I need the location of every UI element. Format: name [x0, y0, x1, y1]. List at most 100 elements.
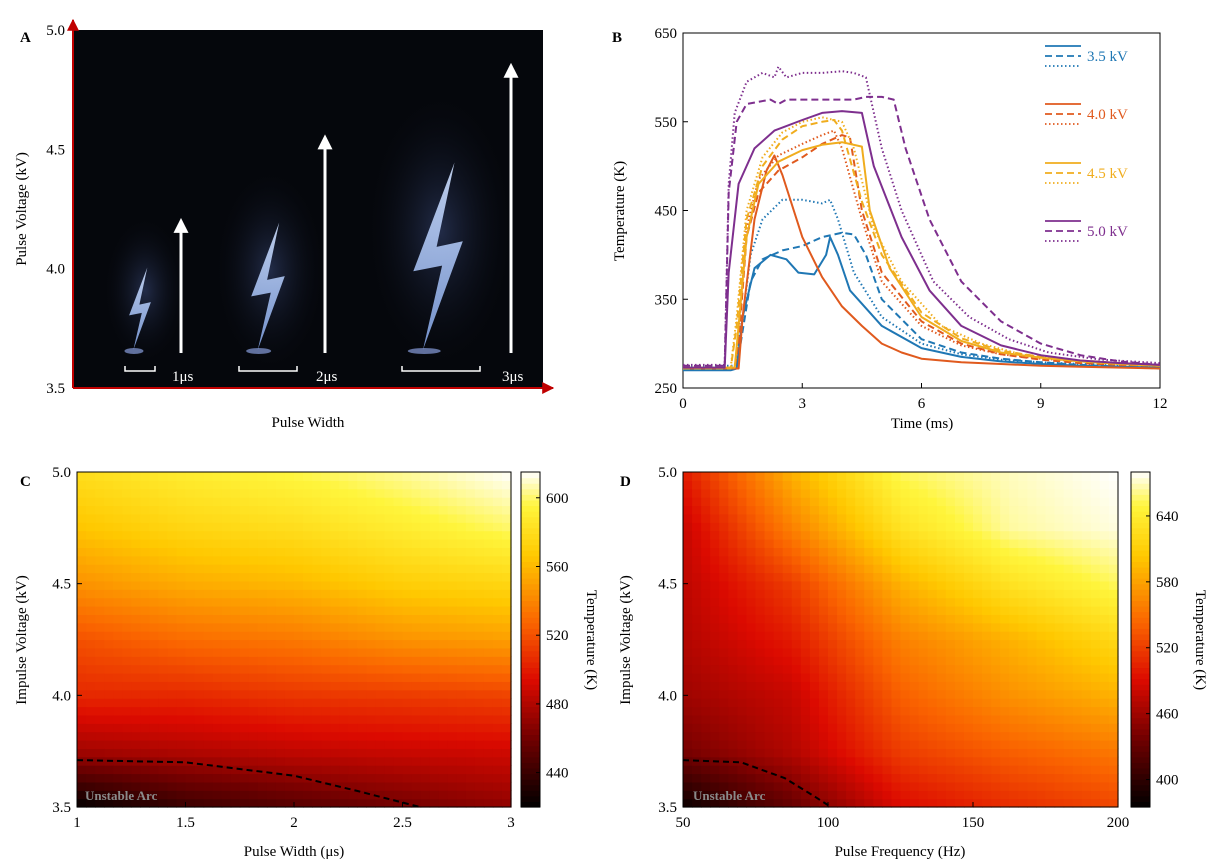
heatmap-cell — [266, 530, 277, 540]
heatmap-cell — [755, 765, 766, 775]
heatmap-cell — [1018, 606, 1028, 615]
heatmap-cell — [1036, 698, 1047, 708]
heatmap-cell — [719, 714, 729, 724]
heatmap-cell — [375, 673, 386, 682]
heatmap-cell — [113, 505, 123, 515]
heatmap-cell — [411, 765, 422, 775]
heatmap-cell — [203, 530, 214, 540]
heatmap-cell — [1018, 647, 1028, 657]
heatmap-cell — [918, 472, 929, 481]
heatmap-cell — [393, 597, 404, 607]
heatmap-cell — [683, 606, 693, 615]
heatmap-cell — [782, 664, 793, 674]
heatmap-cell — [303, 555, 313, 565]
heatmap-cell — [492, 505, 503, 515]
lightning-bolt — [251, 222, 285, 350]
heatmap-cell — [501, 539, 512, 548]
heatmap-cell — [991, 756, 1001, 766]
heatmap-cell — [828, 647, 838, 657]
heatmap-cell — [927, 555, 938, 565]
heatmap-cell — [927, 765, 938, 775]
heatmap-cell — [1063, 522, 1074, 532]
heatmap-cell — [131, 572, 141, 582]
heatmap-cell — [158, 480, 169, 490]
heatmap-cell — [465, 673, 476, 682]
heatmap-cell — [420, 555, 431, 565]
heatmap-cell — [483, 564, 494, 574]
heatmap-cell — [991, 580, 1001, 590]
heatmap-cell — [284, 773, 295, 783]
series-line-35kv-solid — [683, 236, 1160, 372]
heatmap-cell — [746, 547, 757, 557]
heatmap-cell — [945, 765, 956, 775]
heatmap-cell — [864, 547, 874, 557]
heatmap-cell — [212, 472, 223, 481]
heatmap-cell — [855, 589, 865, 599]
heatmap-cell — [104, 765, 114, 775]
heatmap-cell — [1000, 555, 1010, 565]
heatmap-cell — [429, 564, 440, 574]
colorbar-segment — [1131, 795, 1150, 803]
heatmap-cell — [266, 798, 277, 808]
heatmap-cell — [420, 790, 431, 800]
heatmap-cell — [800, 765, 811, 775]
heatmap-cell — [501, 497, 512, 507]
heatmap-cell — [991, 765, 1001, 775]
heatmap-cell — [465, 488, 476, 498]
heatmap-cell — [1027, 664, 1038, 674]
heatmap-cell — [221, 614, 232, 624]
heatmap-cell — [909, 740, 920, 749]
heatmap-cell — [411, 505, 422, 515]
heatmap-cell — [873, 681, 883, 691]
heatmap-cell — [456, 656, 467, 666]
heatmap-cell — [891, 781, 902, 791]
heatmap-cell — [936, 756, 947, 766]
heatmap-cell — [312, 706, 322, 716]
heatmap-cell — [683, 580, 693, 590]
heatmap-cell — [818, 714, 829, 724]
heatmap-cell — [284, 631, 295, 641]
heatmap-cell — [149, 513, 159, 523]
heatmap-cell — [131, 714, 141, 724]
heatmap-cell — [284, 513, 295, 523]
heatmap-cell — [230, 790, 241, 800]
heatmap-cell — [973, 480, 983, 490]
heatmap-cell — [1099, 773, 1110, 783]
heatmap-cell — [963, 664, 974, 674]
heatmap-cell — [465, 539, 476, 548]
heatmap-cell — [420, 689, 431, 699]
heatmap-cell — [737, 773, 748, 783]
heatmap-cell — [447, 614, 458, 624]
heatmap-cell — [1063, 555, 1074, 565]
heatmap-cell — [764, 656, 775, 666]
heatmap-cell — [483, 656, 494, 666]
heatmap-cell — [882, 798, 893, 808]
heatmap-cell — [737, 555, 748, 565]
heatmap-cell — [257, 731, 268, 741]
heatmap-cell — [375, 723, 386, 733]
heatmap-cell — [294, 706, 304, 716]
colorbar-segment — [1131, 723, 1150, 730]
heatmap-cell — [873, 790, 883, 800]
heatmap-cell — [1072, 472, 1083, 481]
heatmap-cell — [954, 656, 965, 666]
heatmap-cell — [1009, 480, 1019, 490]
heatmap-cell — [1027, 723, 1038, 733]
heatmap-cell — [275, 564, 286, 574]
heatmap-cell — [1027, 689, 1038, 699]
heatmap-cell — [1072, 714, 1083, 724]
heatmap-cell — [973, 698, 983, 708]
heatmap-cell — [221, 706, 232, 716]
heatmap-cell — [248, 781, 259, 791]
heatmap-cell — [266, 773, 277, 783]
colorbar-segment — [521, 477, 540, 484]
heatmap-cell — [1099, 765, 1110, 775]
heatmap-cell — [266, 723, 277, 733]
heatmap-cell — [900, 790, 911, 800]
heatmap-cell — [492, 606, 503, 615]
heatmap-cell — [882, 572, 893, 582]
heatmap-cell — [954, 798, 965, 808]
heatmap-cell — [873, 723, 883, 733]
heatmap-cell — [456, 480, 467, 490]
heatmap-cell — [1009, 656, 1019, 666]
